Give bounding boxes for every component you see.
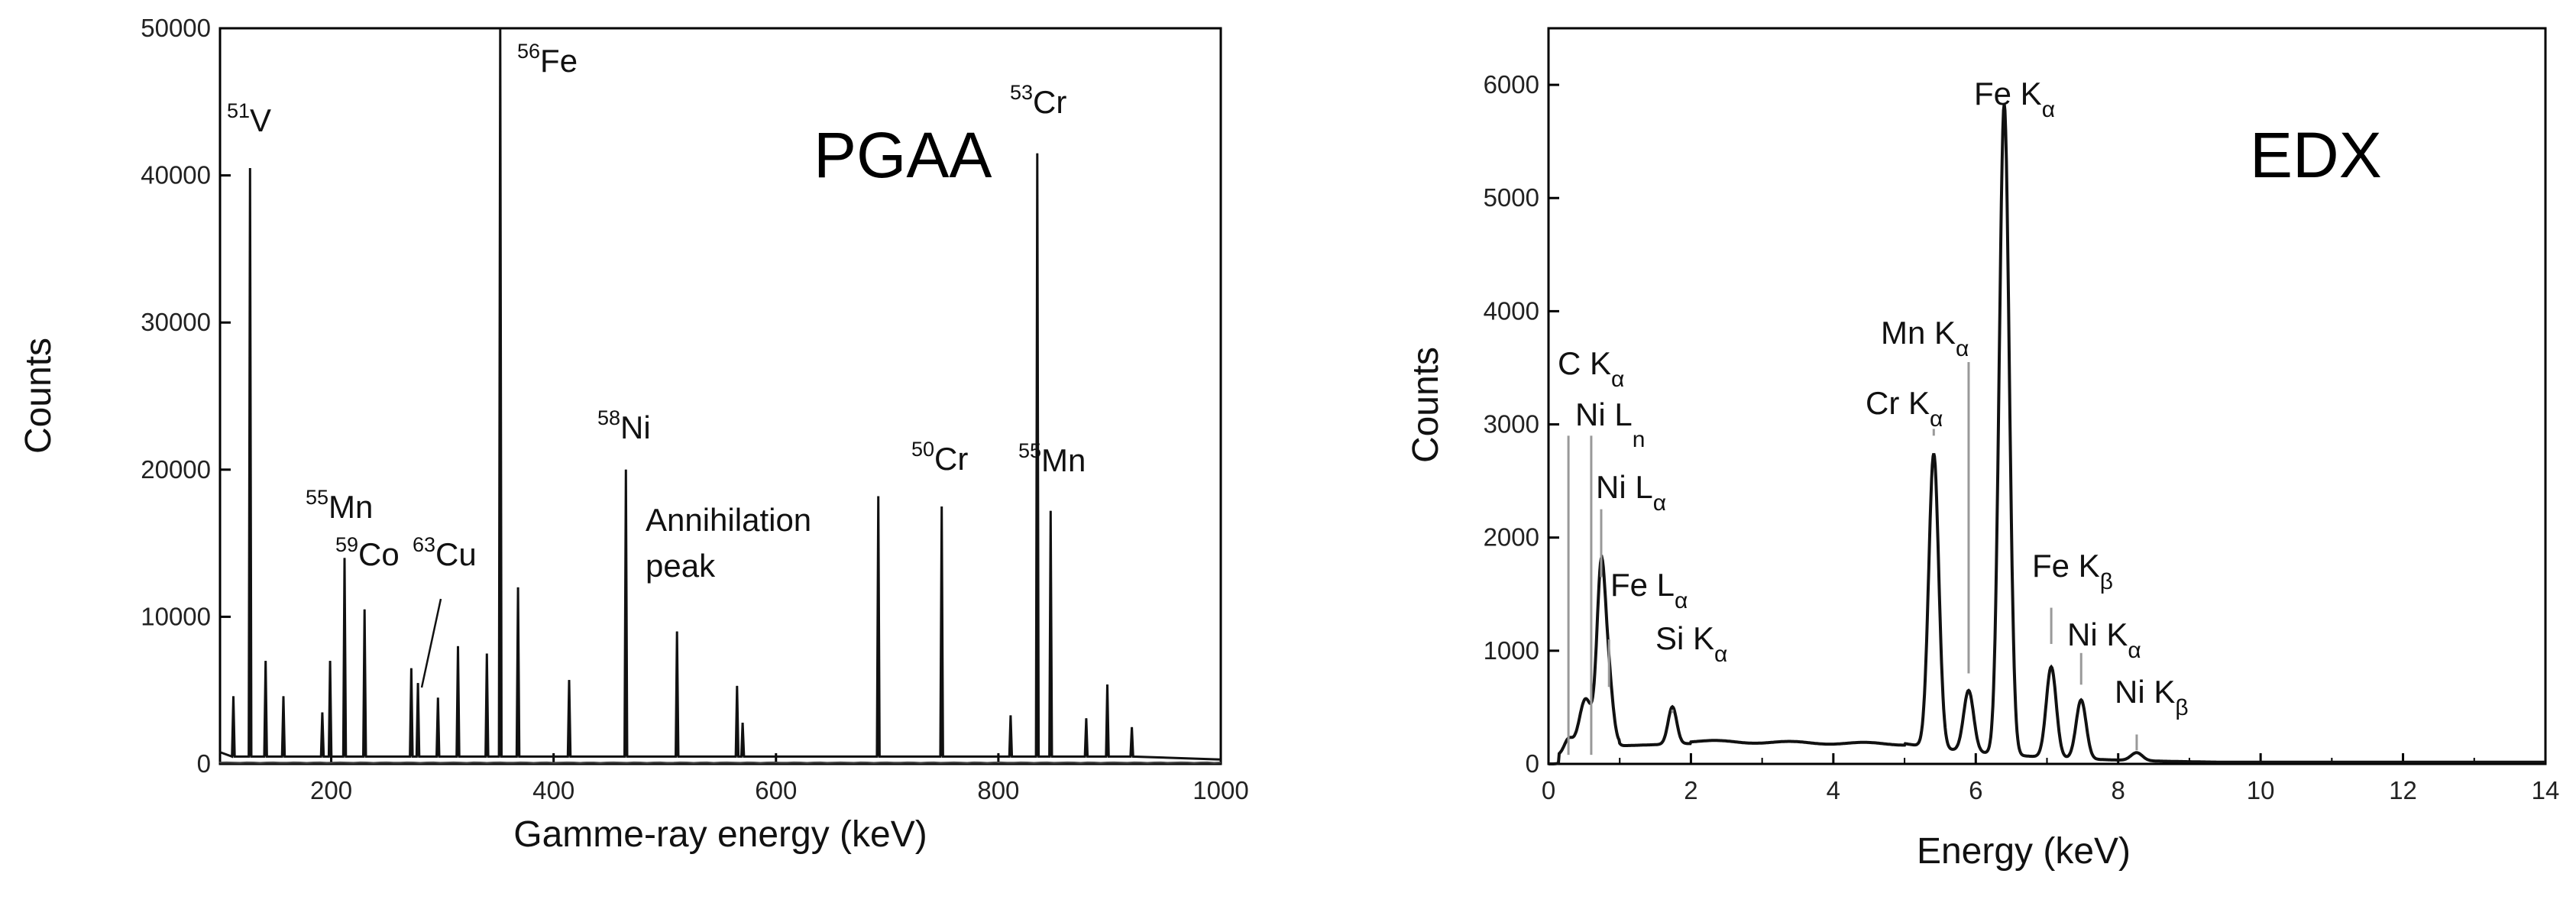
pgaa-y-tick-label: 30000 [141, 308, 211, 336]
edx-x-tick-label: 6 [1969, 776, 1982, 804]
edx-chart: 0 2 4 6 8 10 12 14 0 1000 2000 3000 4000 5000 6000 EDX… [1406, 27, 2560, 872]
ann-co59: 59Co [335, 533, 400, 572]
edx-y-tick-label: 6000 [1484, 70, 1539, 99]
pgaa-x-tick-label: 200 [310, 776, 352, 804]
edx-y-tick-label: 1000 [1484, 636, 1539, 665]
pgaa-y-tick-label: 40000 [141, 161, 211, 189]
ann-fe-la: Fe Lα [1610, 567, 1688, 613]
edx-y-axis-title: Counts [1406, 347, 1446, 463]
edx-x-tick-label: 12 [2389, 776, 2417, 804]
ann-fe56: 56Fe [517, 40, 578, 79]
pgaa-lower-trace [218, 761, 1222, 765]
edx-panel-label: EDX [2250, 119, 2382, 191]
edx-y-tick-label: 3000 [1484, 410, 1539, 438]
edx-x-axis-title: Energy (keV) [1917, 831, 2131, 872]
ann-fe-ka: Fe Kα [1974, 76, 2055, 122]
edx-y-tick-label: 5000 [1484, 183, 1539, 212]
edx-y-tick-label: 0 [1526, 749, 1539, 778]
pgaa-spectrum-line [219, 28, 1222, 761]
ann-mn55-right: 55Mn [1018, 439, 1086, 478]
ann-cr53: 53Cr [1010, 81, 1066, 120]
pgaa-x-axis-title: Gamme-ray energy (keV) [513, 814, 927, 855]
pgaa-panel-label: PGAA [814, 119, 992, 191]
edx-x-tick-label: 0 [1542, 776, 1555, 804]
ann-c-ka: C Kα [1558, 345, 1624, 392]
ann-cr50: 50Cr [911, 438, 968, 477]
ann-cu63: 63Cu [413, 533, 477, 572]
pgaa-x-tick-label: 1000 [1193, 776, 1248, 804]
ann-si-ka: Si Kα [1655, 620, 1727, 667]
edx-spectrum-line [1549, 103, 2545, 765]
pgaa-x-tick-label: 600 [755, 776, 797, 804]
ann-mn55-left: 55Mn [306, 486, 373, 525]
ann-ni-ka: Ni Kα [2067, 616, 2141, 663]
ann-annihilation: Annihilation [646, 502, 811, 538]
pgaa-y-tick-label: 10000 [141, 602, 211, 630]
pgaa-chart: 200 400 600 800 1000010000200003000040000500… [18, 14, 1249, 855]
edx-x-tick-label: 14 [2532, 776, 2560, 804]
ann-cr-ka: Cr Kα [1866, 385, 1943, 432]
pgaa-plot-frame [218, 27, 1222, 765]
edx-x-tick-label: 10 [2247, 776, 2275, 804]
pgaa-y-tick-label: 50000 [141, 14, 211, 42]
edx-x-tick-label: 8 [2112, 776, 2125, 804]
edx-x-tick-label: 2 [1684, 776, 1697, 804]
ann-v51: 51V [227, 99, 271, 138]
edx-x-tick-label: 4 [1827, 776, 1840, 804]
ann-ni58: 58Ni [597, 406, 651, 445]
ann-ni-ln: Ni Ln [1575, 396, 1645, 452]
ann-ni-kb: Ni Kβ [2115, 674, 2189, 720]
edx-y-tick-label: 4000 [1484, 296, 1539, 325]
pgaa-y-tick-label: 0 [197, 749, 211, 778]
pgaa-x-tick-label: 800 [977, 776, 1019, 804]
pgaa-y-axis-title: Counts [18, 338, 59, 454]
cu-pointer-line [420, 598, 442, 688]
ann-peak: peak [646, 548, 716, 584]
ann-mn-ka: Mn Kα [1881, 315, 1969, 361]
edx-y-tick-label: 2000 [1484, 523, 1539, 552]
pgaa-y-tick-label: 20000 [141, 455, 211, 484]
ann-ni-la: Ni Lα [1596, 469, 1666, 516]
ann-fe-kb: Fe Kβ [2032, 548, 2113, 594]
pgaa-x-tick-label: 400 [532, 776, 574, 804]
